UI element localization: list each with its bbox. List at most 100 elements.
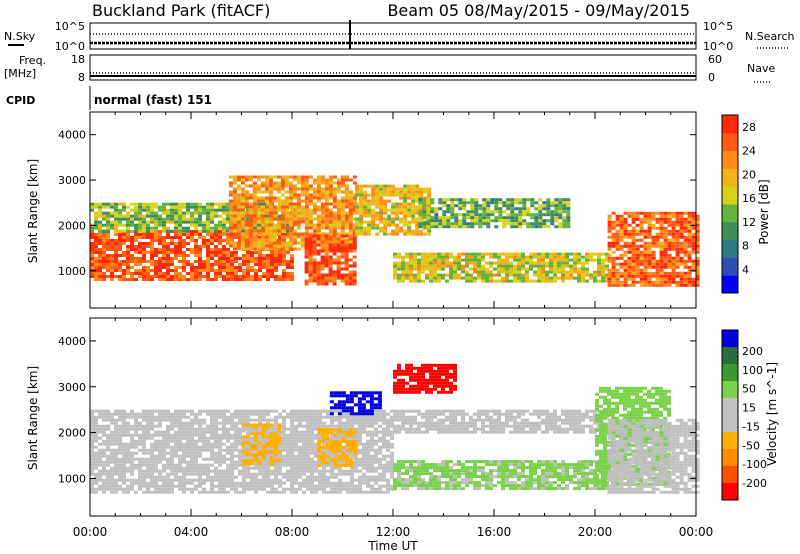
heatmap-cell — [415, 208, 420, 212]
heatmap-cell — [557, 255, 561, 259]
heatmap-cell — [270, 272, 274, 275]
heatmap-cell — [298, 460, 302, 464]
heatmap-cell — [276, 208, 281, 212]
heatmap-cell — [659, 220, 664, 224]
heatmap-cell — [314, 436, 318, 440]
heatmap-cell — [449, 270, 453, 274]
heatmap-cell — [150, 220, 154, 224]
heatmap-cell — [286, 487, 290, 491]
heatmap-cell — [252, 223, 257, 227]
heatmap-cell — [102, 454, 106, 458]
heatmap-cell — [166, 211, 170, 215]
heatmap-cell — [557, 258, 561, 262]
heatmap-cell — [206, 242, 210, 245]
heatmap-cell — [605, 267, 609, 271]
heatmap-cell — [114, 211, 118, 215]
heatmap-cell — [395, 193, 400, 197]
power-x-ticks — [89, 112, 697, 308]
heatmap-cell — [174, 442, 178, 446]
heatmap-cell — [126, 487, 130, 491]
heatmap-cell — [546, 213, 551, 217]
heatmap-cell — [130, 457, 134, 461]
heatmap-cell — [282, 487, 286, 491]
heatmap-cell — [647, 274, 652, 278]
heatmap-cell — [246, 475, 250, 479]
heatmap-cell — [296, 226, 301, 230]
heatmap-cell — [162, 220, 166, 224]
heatmap-cell — [118, 487, 122, 491]
heatmap-cell — [683, 211, 688, 215]
heatmap-cell — [260, 181, 265, 185]
heatmap-cell — [498, 213, 503, 217]
heatmap-cell — [675, 274, 680, 278]
heatmap-cell — [573, 261, 577, 265]
heatmap-cell — [268, 214, 273, 218]
heatmap-cell — [262, 409, 266, 413]
heatmap-cell — [98, 205, 102, 209]
heatmap-cell — [465, 264, 469, 268]
heatmap-cell — [218, 272, 222, 275]
heatmap-cell — [260, 190, 265, 194]
heatmap-cell — [286, 436, 290, 440]
heatmap-cell — [178, 226, 182, 230]
heatmap-cell — [190, 457, 194, 461]
heatmap-cell — [138, 427, 142, 431]
heatmap-cell — [615, 214, 620, 218]
heatmap-cell — [218, 260, 222, 263]
heatmap-cell — [310, 445, 314, 449]
heatmap-cell — [541, 270, 545, 274]
heatmap-cell — [146, 251, 150, 254]
heatmap-cell — [210, 208, 214, 212]
heatmap-cell — [643, 253, 648, 257]
heatmap-cell — [359, 193, 364, 197]
heatmap-cell — [244, 190, 249, 194]
heatmap-cell — [234, 436, 238, 440]
heatmap-cell — [477, 255, 481, 259]
heatmap-cell — [288, 205, 293, 209]
heatmap-cell — [312, 261, 317, 265]
heatmap-cell — [294, 487, 298, 491]
heatmap-cell — [102, 245, 106, 248]
heatmap-cell — [228, 223, 233, 227]
heatmap-cell — [126, 421, 130, 425]
heatmap-cell — [304, 184, 309, 188]
heatmap-cell — [494, 204, 499, 208]
heatmap-cell — [150, 248, 154, 251]
heatmap-cell — [178, 487, 182, 491]
heatmap-cell — [114, 472, 118, 476]
heatmap-cell — [308, 223, 313, 227]
heatmap-cell — [174, 226, 178, 230]
heatmap-cell — [663, 283, 668, 287]
heatmap-cell — [134, 263, 138, 266]
heatmap-cell — [340, 234, 345, 238]
heatmap-cell — [643, 220, 648, 224]
heatmap-cell — [352, 240, 357, 244]
heatmap-cell — [477, 252, 481, 256]
heatmap-cell — [288, 193, 293, 197]
heatmap-cell — [310, 487, 314, 491]
heatmap-cell — [250, 254, 254, 257]
heatmap-cell — [94, 457, 98, 461]
heatmap-cell — [206, 254, 210, 257]
heatmap-cell — [449, 267, 453, 271]
heatmap-cell — [352, 237, 357, 241]
heatmap-cell — [102, 469, 106, 473]
heatmap-cell — [320, 202, 325, 206]
heatmap-cell — [174, 478, 178, 482]
heatmap-cell — [442, 219, 447, 223]
heatmap-cell — [631, 244, 636, 248]
heatmap-cell — [529, 267, 533, 271]
heatmap-cell — [246, 487, 250, 491]
heatmap-cell — [655, 259, 660, 263]
heatmap-cell — [122, 415, 126, 419]
heatmap-cell — [130, 469, 134, 473]
heatmap-cell — [190, 220, 194, 224]
heatmap-cell — [194, 226, 198, 230]
heatmap-cell — [194, 223, 198, 227]
heatmap-cell — [182, 266, 186, 269]
heatmap-cell — [611, 232, 616, 236]
heatmap-cell — [126, 427, 130, 431]
heatmap-cell — [162, 272, 166, 275]
heatmap-cell — [336, 267, 341, 271]
heatmap-cell — [450, 210, 455, 214]
